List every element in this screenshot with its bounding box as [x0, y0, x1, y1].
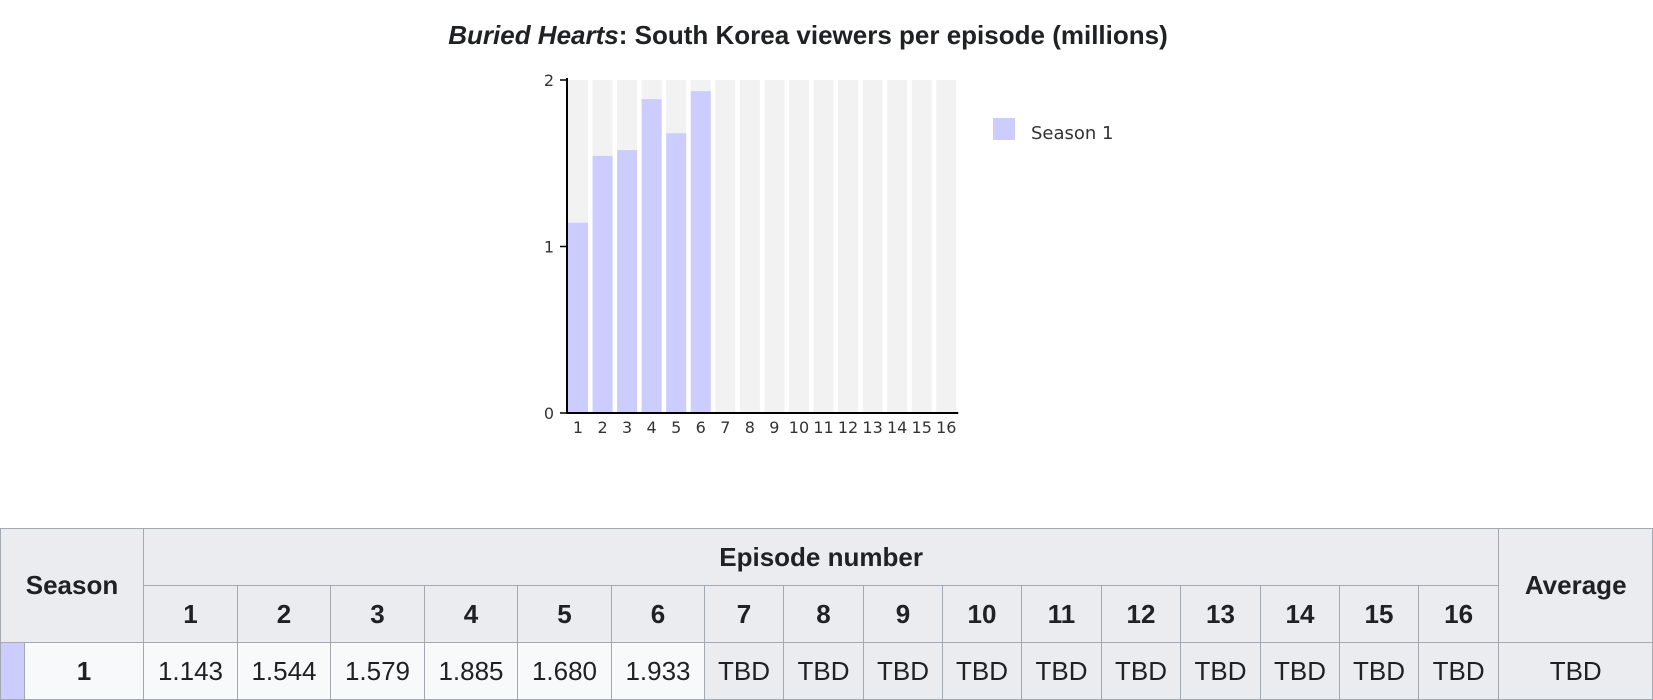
- episode-header-1: 1: [143, 585, 238, 643]
- bar-episode-3: [617, 150, 638, 413]
- bar-slot: [788, 80, 809, 413]
- episode-viewers-cell: TBD: [1260, 642, 1340, 700]
- x-tick-label: 15: [912, 418, 932, 437]
- x-tick-label: 9: [769, 418, 779, 437]
- episode-viewers-cell: TBD: [1101, 642, 1181, 700]
- episode-header-2: 2: [237, 585, 331, 643]
- x-tick-label: 4: [647, 418, 657, 437]
- bars: [568, 91, 711, 414]
- season-color-swatch: [0, 642, 25, 700]
- episode-header-15: 15: [1339, 585, 1419, 643]
- bar-slot: [764, 80, 785, 413]
- y-tick-label: 0: [544, 404, 554, 423]
- y-tick-label: 1: [544, 238, 554, 257]
- episode-header-11: 11: [1021, 585, 1102, 643]
- episode-header-9: 9: [863, 585, 943, 643]
- bar-episode-6: [690, 91, 711, 413]
- x-tick-label: 7: [720, 418, 730, 437]
- episode-viewers-cell: TBD: [783, 642, 864, 700]
- episode-header-4: 4: [424, 585, 518, 643]
- episode-viewers-cell: 1.143: [143, 642, 238, 700]
- y-ticks: 0 1 2: [544, 71, 567, 423]
- legend-label: Season 1: [1031, 123, 1114, 144]
- episode-viewers-cell: TBD: [1339, 642, 1419, 700]
- episode-viewers-cell: 1.680: [517, 642, 612, 700]
- bar-episode-1: [568, 222, 588, 413]
- season-header: Season: [0, 528, 144, 643]
- chart-axes: [566, 78, 959, 414]
- episode-viewers-cell: TBD: [942, 642, 1022, 700]
- bar-slot: [887, 80, 908, 413]
- bar-slot: [862, 80, 883, 413]
- episode-header-16: 16: [1417, 585, 1500, 643]
- season-number: 1: [24, 642, 144, 700]
- bar-episode-4: [641, 99, 662, 414]
- bar-slot: [936, 80, 957, 413]
- x-tick-label: 12: [838, 418, 858, 437]
- average-cell: TBD: [1498, 642, 1653, 700]
- x-ticks: 1 2 3 4 5 6 7 8 9 10 11 12 13 14 15 16: [573, 418, 957, 437]
- episode-viewers-cell: 1.885: [424, 642, 518, 700]
- x-tick-label: 1: [573, 418, 583, 437]
- y-tick-label: 2: [544, 71, 554, 90]
- episode-header-5: 5: [517, 585, 612, 643]
- chart-title: Buried Hearts: South Korea viewers per e…: [0, 20, 1616, 51]
- episode-viewers-cell: TBD: [1417, 642, 1500, 700]
- episode-header-8: 8: [783, 585, 864, 643]
- bar-slot: [813, 80, 834, 413]
- x-tick-label: 3: [622, 418, 632, 437]
- table-row: 1 1.143 1.544 1.579 1.885 1.680 1.933 TBD TBD TBD…: [0, 642, 1653, 700]
- x-tick-label: 10: [789, 418, 809, 437]
- legend-swatch: [993, 118, 1015, 140]
- episode-viewers-cell: TBD: [1180, 642, 1261, 700]
- episode-viewers-cell: TBD: [1021, 642, 1102, 700]
- episode-viewers-cell: TBD: [863, 642, 943, 700]
- episode-number-header: Episode number: [142, 528, 1500, 586]
- x-tick-label: 5: [671, 418, 681, 437]
- episode-header-10: 10: [942, 585, 1022, 643]
- chart-title-italic: Buried Hearts: [448, 20, 619, 50]
- x-tick-label: 14: [887, 418, 907, 437]
- average-header: Average: [1498, 528, 1653, 643]
- chart-title-rest: : South Korea viewers per episode (milli…: [618, 20, 1168, 50]
- x-tick-label: 11: [813, 418, 833, 437]
- x-tick-label: 8: [745, 418, 755, 437]
- bar-slot: [739, 80, 760, 413]
- bar-chart: 012 1 2 3 4 5 6 7 8 9 10 11 12 13 14 15 16 Season 1: [544, 71, 1114, 437]
- bar-slot: [715, 80, 736, 413]
- episode-header-6: 6: [611, 585, 705, 643]
- episode-header-12: 12: [1101, 585, 1181, 643]
- bar-slot: [911, 80, 932, 413]
- episode-viewers-cell: 1.544: [237, 642, 331, 700]
- bar-episode-2: [592, 155, 613, 413]
- bar-episode-5: [666, 133, 687, 413]
- episode-viewers-cell: 1.933: [611, 642, 705, 700]
- x-tick-label: 2: [597, 418, 607, 437]
- x-tick-label: 6: [696, 418, 706, 437]
- legend: Season 1: [993, 118, 1114, 144]
- episode-header-13: 13: [1180, 585, 1261, 643]
- bar-slot: [838, 80, 859, 413]
- x-tick-label: 16: [936, 418, 956, 437]
- episode-header-3: 3: [330, 585, 425, 643]
- episode-viewers-cell: 1.579: [330, 642, 425, 700]
- x-tick-label: 13: [862, 418, 882, 437]
- episode-header-7: 7: [704, 585, 784, 643]
- episode-viewers-cell: TBD: [704, 642, 784, 700]
- episode-header-14: 14: [1260, 585, 1340, 643]
